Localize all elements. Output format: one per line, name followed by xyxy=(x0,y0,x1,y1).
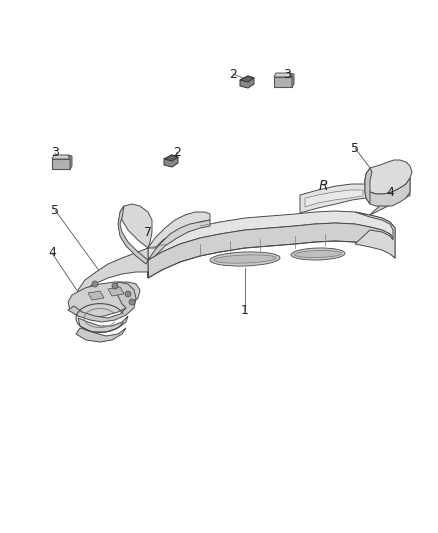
Text: R: R xyxy=(318,179,328,193)
Text: 5: 5 xyxy=(51,204,59,216)
Circle shape xyxy=(112,283,118,289)
Text: 5: 5 xyxy=(351,141,359,155)
Text: 4: 4 xyxy=(48,246,56,260)
Polygon shape xyxy=(365,160,412,194)
Polygon shape xyxy=(164,155,178,161)
Polygon shape xyxy=(88,291,104,300)
Text: 7: 7 xyxy=(144,225,152,238)
Polygon shape xyxy=(164,155,178,167)
Ellipse shape xyxy=(210,252,280,266)
Polygon shape xyxy=(148,223,395,278)
Text: 3: 3 xyxy=(51,147,59,159)
Polygon shape xyxy=(52,155,70,159)
Text: 4: 4 xyxy=(386,185,394,198)
Polygon shape xyxy=(274,77,292,87)
Ellipse shape xyxy=(214,255,276,263)
Polygon shape xyxy=(148,220,210,260)
Circle shape xyxy=(92,281,98,287)
Ellipse shape xyxy=(291,248,345,260)
Polygon shape xyxy=(274,73,292,77)
Polygon shape xyxy=(78,316,128,332)
Ellipse shape xyxy=(294,251,342,257)
Polygon shape xyxy=(118,206,148,264)
Polygon shape xyxy=(68,155,72,169)
Polygon shape xyxy=(52,159,70,169)
Polygon shape xyxy=(365,168,372,204)
Polygon shape xyxy=(290,73,294,87)
Polygon shape xyxy=(355,212,395,258)
Polygon shape xyxy=(78,248,148,295)
Polygon shape xyxy=(370,178,410,215)
Polygon shape xyxy=(68,282,140,318)
Text: 3: 3 xyxy=(283,68,291,80)
Polygon shape xyxy=(365,178,410,206)
Polygon shape xyxy=(148,211,395,260)
Polygon shape xyxy=(68,282,136,322)
Circle shape xyxy=(125,291,131,297)
Text: 2: 2 xyxy=(229,68,237,80)
Polygon shape xyxy=(300,184,372,213)
Text: 1: 1 xyxy=(241,303,249,317)
Polygon shape xyxy=(76,328,126,342)
Polygon shape xyxy=(120,204,152,248)
Text: 2: 2 xyxy=(173,146,181,158)
Circle shape xyxy=(129,299,135,305)
Polygon shape xyxy=(108,287,124,296)
Polygon shape xyxy=(148,212,210,248)
Polygon shape xyxy=(305,190,363,207)
Polygon shape xyxy=(240,76,254,88)
Polygon shape xyxy=(240,76,254,82)
